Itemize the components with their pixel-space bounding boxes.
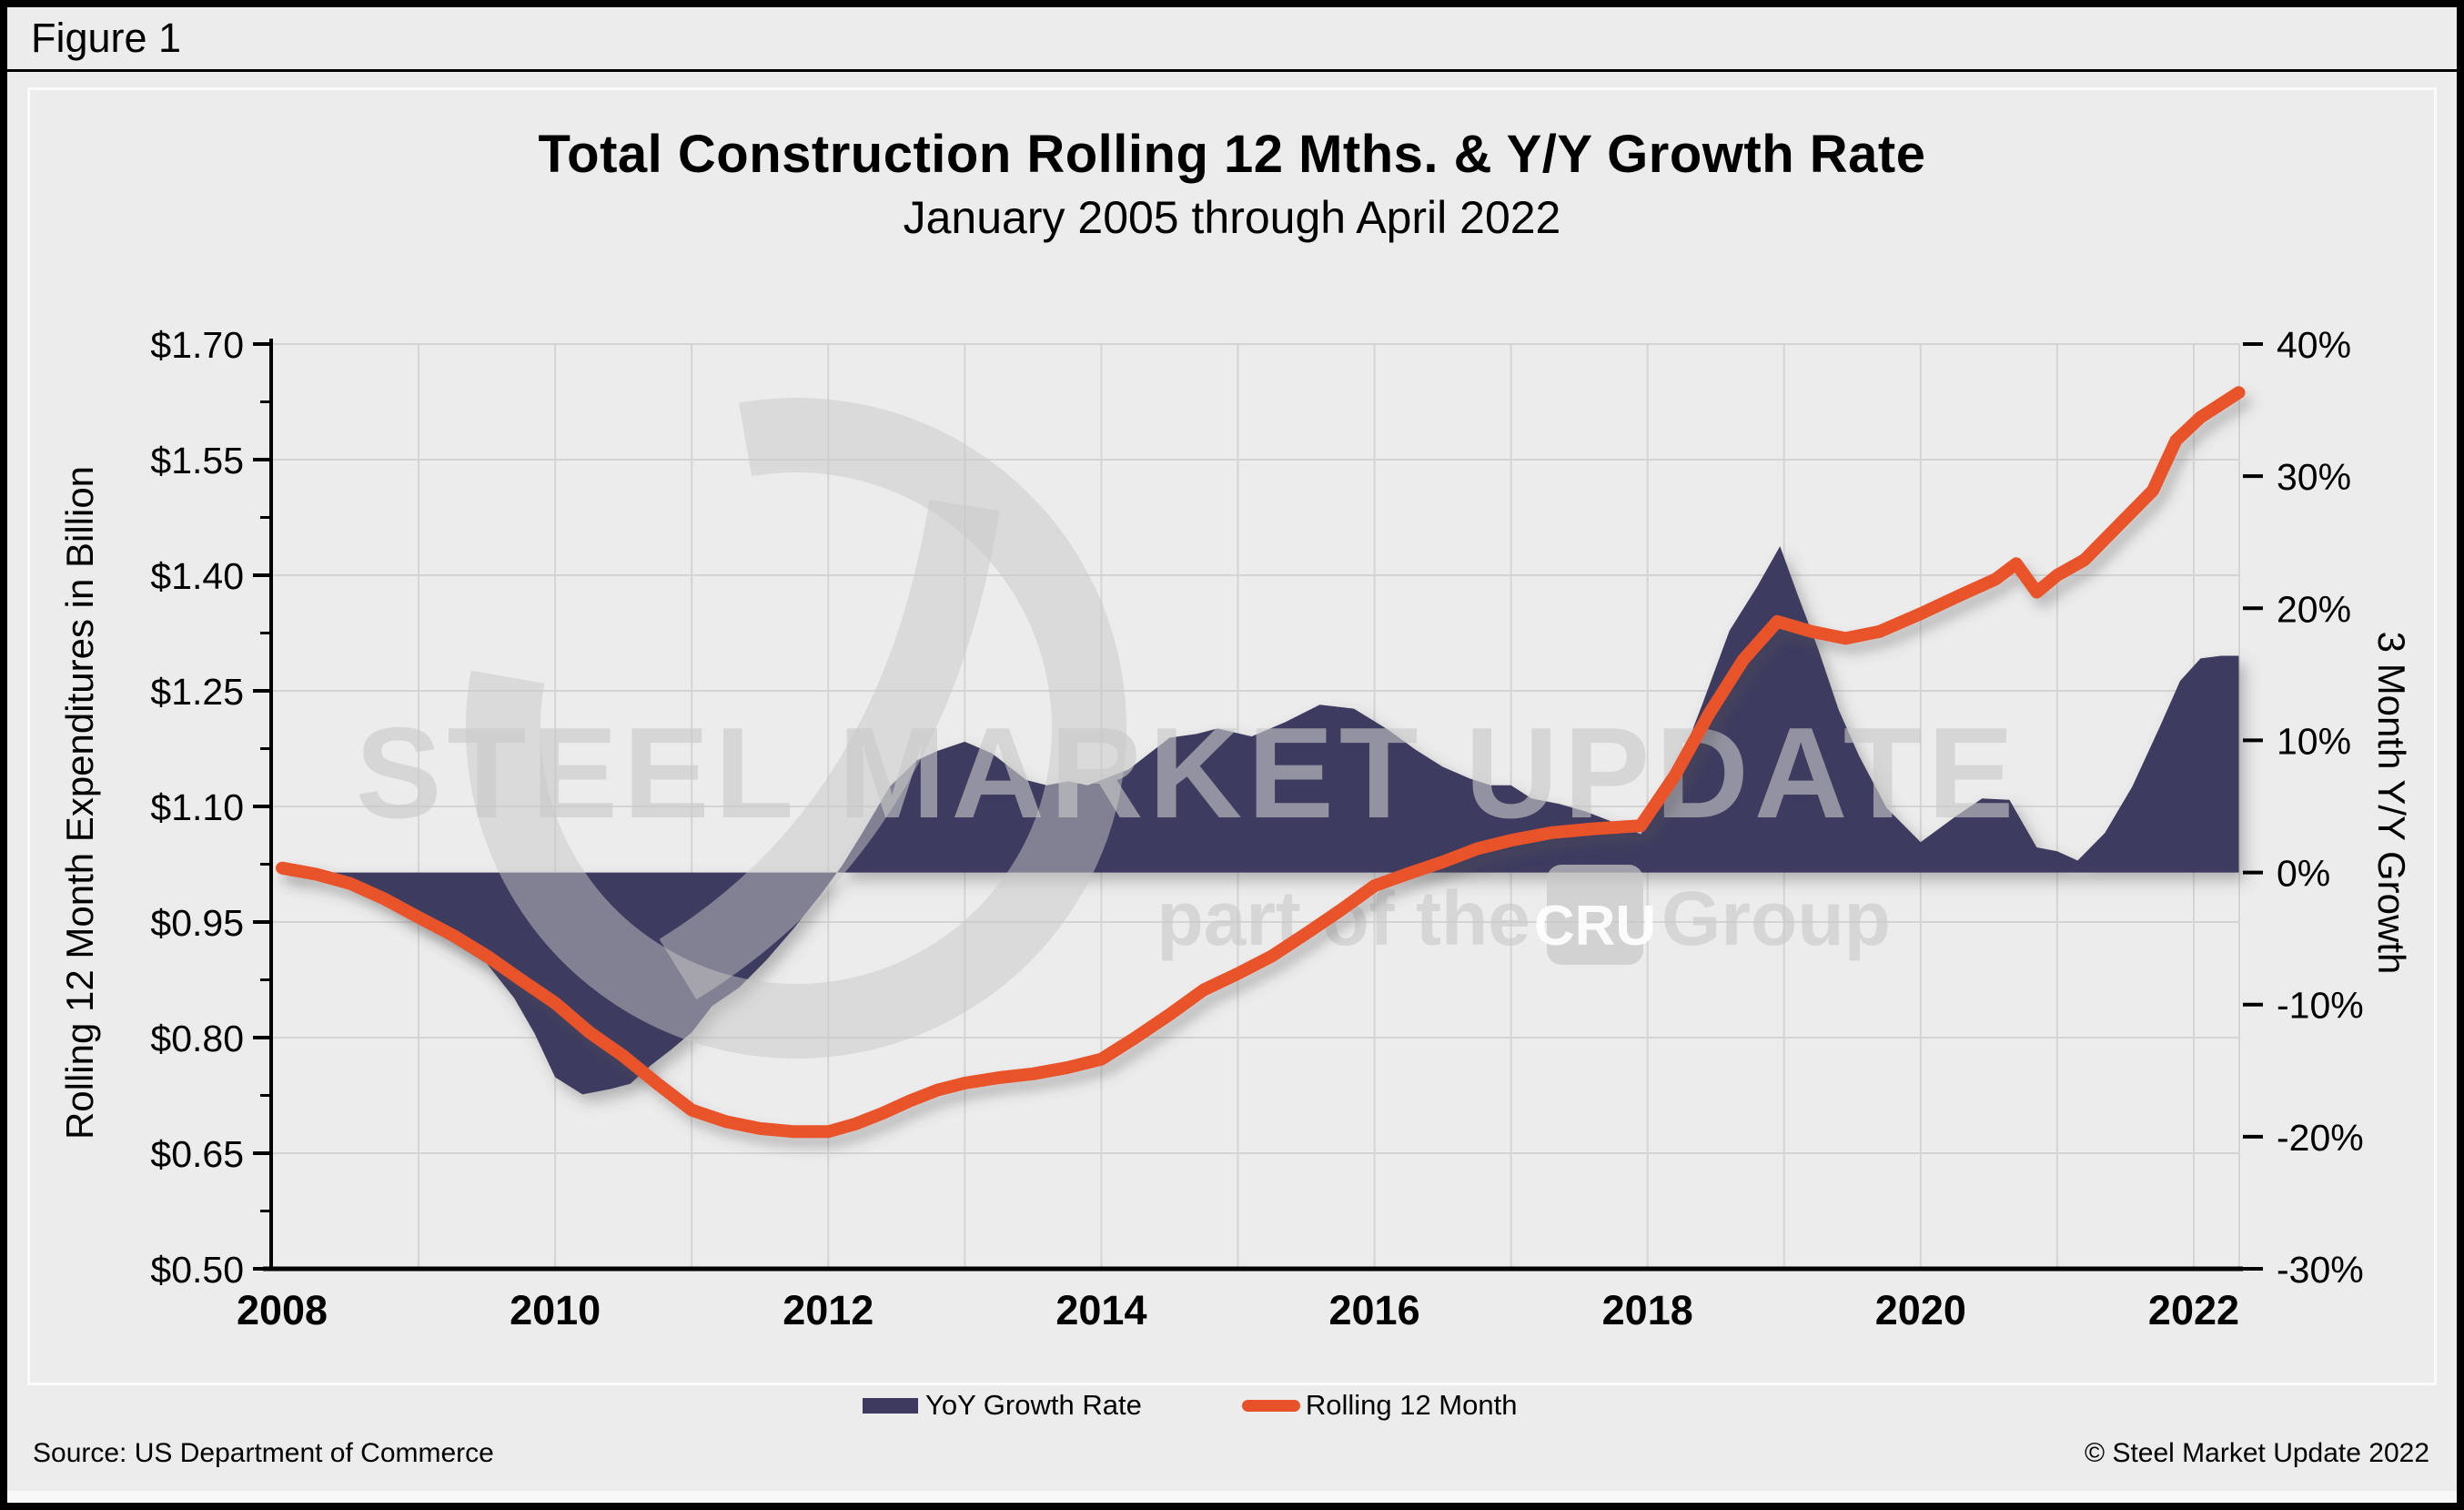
left-tick-label: $0.65 [150, 1133, 244, 1175]
yoy-growth-rate-legend-label: YoY Growth Rate [925, 1389, 1142, 1421]
chart-title: Total Construction Rolling 12 Mths. & Y/… [538, 125, 1926, 184]
chart-legend: YoY Growth Rate Rolling 12 Month [863, 1387, 1517, 1424]
right-axis-tick-labels: 40% 30% 20% 10% 0% -10% -20% -30% [2277, 324, 2364, 1291]
right-tick-label: 10% [2277, 720, 2351, 762]
chart-subtitle: January 2005 through April 2022 [903, 192, 1561, 243]
header-divider [7, 69, 2457, 72]
rolling-12-month-line [276, 386, 2246, 1139]
right-tick-label: -30% [2277, 1249, 2364, 1291]
x-tick-label: 2020 [1875, 1287, 1966, 1333]
watermark-text-part-of-the: part of the [1156, 876, 1530, 961]
watermark-cru-text: CRU [1534, 895, 1656, 958]
x-tick-label: 2018 [1602, 1287, 1693, 1333]
watermark: STEEL MARKET UPDATE part of the CRU Grou… [356, 398, 2020, 1059]
figure-label: Figure 1 [31, 15, 182, 61]
left-tick-label: $1.25 [150, 671, 244, 713]
left-tick-label: $1.40 [150, 555, 244, 597]
watermark-text-group: Group [1661, 876, 1891, 961]
axes [253, 339, 2263, 1272]
x-tick-label: 2016 [1329, 1287, 1420, 1333]
watermark-swoosh-tail-icon [659, 499, 1000, 1000]
x-tick-label: 2012 [783, 1287, 874, 1333]
left-tick-label: $0.80 [150, 1018, 244, 1059]
x-tick-label: 2022 [2148, 1287, 2239, 1333]
right-tick-label: -20% [2277, 1117, 2364, 1159]
yoy-growth-rate-swatch [863, 1397, 918, 1414]
source-text: Source: US Department of Commerce [33, 1438, 494, 1468]
right-tick-label: 40% [2277, 324, 2351, 366]
watermark-cru-box [1547, 865, 1643, 965]
left-tick-label: $1.10 [150, 786, 244, 828]
x-axis-tick-labels: 2008 2010 2012 2014 2016 2018 2020 2022 [237, 1287, 2239, 1333]
copyright-text: © Steel Market Update 2022 [2085, 1438, 2429, 1468]
yoy-growth-area [282, 546, 2239, 1095]
left-tick-label: $0.50 [150, 1249, 244, 1291]
left-axis-tick-labels: $1.70 $1.55 $1.40 $1.25 $1.10 $0.95 $0.80 $0.65… [150, 324, 244, 1291]
right-tick-label: 30% [2277, 456, 2351, 498]
left-tick-label: $1.70 [150, 324, 244, 366]
right-tick-label: 0% [2277, 853, 2330, 895]
x-tick-label: 2008 [237, 1287, 328, 1333]
rolling-12-month-legend-label: Rolling 12 Month [1305, 1389, 1518, 1421]
left-tick-label: $1.55 [150, 440, 244, 481]
right-tick-label: -10% [2277, 985, 2364, 1027]
chart-panel [27, 87, 2437, 1385]
right-tick-label: 20% [2277, 588, 2351, 630]
watermark-swoosh-icon [466, 398, 1126, 1059]
x-tick-label: 2014 [1055, 1287, 1146, 1333]
left-tick-label: $0.95 [150, 902, 244, 944]
x-tick-label: 2010 [510, 1287, 601, 1333]
watermark-text-line1: STEEL MARKET UPDATE [356, 701, 2020, 846]
bottom-strip [7, 1491, 2457, 1503]
rolling-12-month-swatch [1241, 1399, 1300, 1412]
